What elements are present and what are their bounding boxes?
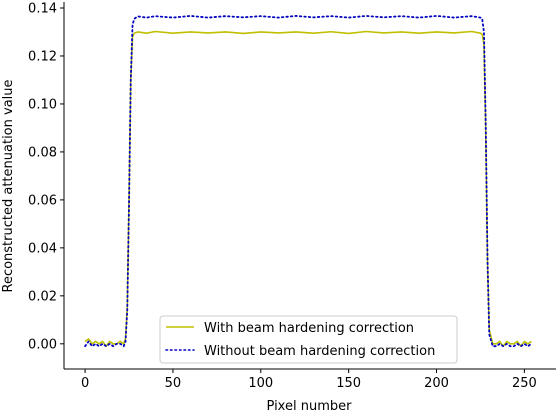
- series-line-without-correction: [85, 16, 531, 346]
- x-tick-label: 100: [248, 376, 273, 391]
- y-tick-label: 0.12: [28, 49, 57, 64]
- x-tick-label: 200: [424, 376, 449, 391]
- legend: With beam hardening correction Without b…: [160, 316, 457, 363]
- y-tick-label: 0.00: [28, 337, 57, 352]
- legend-label-without-correction: Without beam hardening correction: [204, 344, 435, 359]
- y-tick-label: 0.04: [28, 241, 57, 256]
- plot-lines: [85, 16, 531, 346]
- y-axis-label: Reconstructed attenuation value: [1, 79, 16, 292]
- legend-label-with-correction: With beam hardening correction: [204, 321, 414, 336]
- y-tick-label: 0.10: [28, 97, 57, 112]
- y-tick-label: 0.08: [28, 145, 57, 160]
- x-axis-label: Pixel number: [267, 399, 353, 412]
- y-tick-label: 0.06: [28, 193, 57, 208]
- x-tick-label: 250: [512, 376, 537, 391]
- axes: [64, 2, 556, 369]
- y-tick-label: 0.02: [28, 289, 57, 304]
- y-tick-label: 0.14: [28, 1, 57, 16]
- x-tick-label: 50: [165, 376, 182, 391]
- x-tick-label: 150: [336, 376, 361, 391]
- x-tick-label: 0: [81, 376, 89, 391]
- series-line-with-correction: [85, 32, 531, 347]
